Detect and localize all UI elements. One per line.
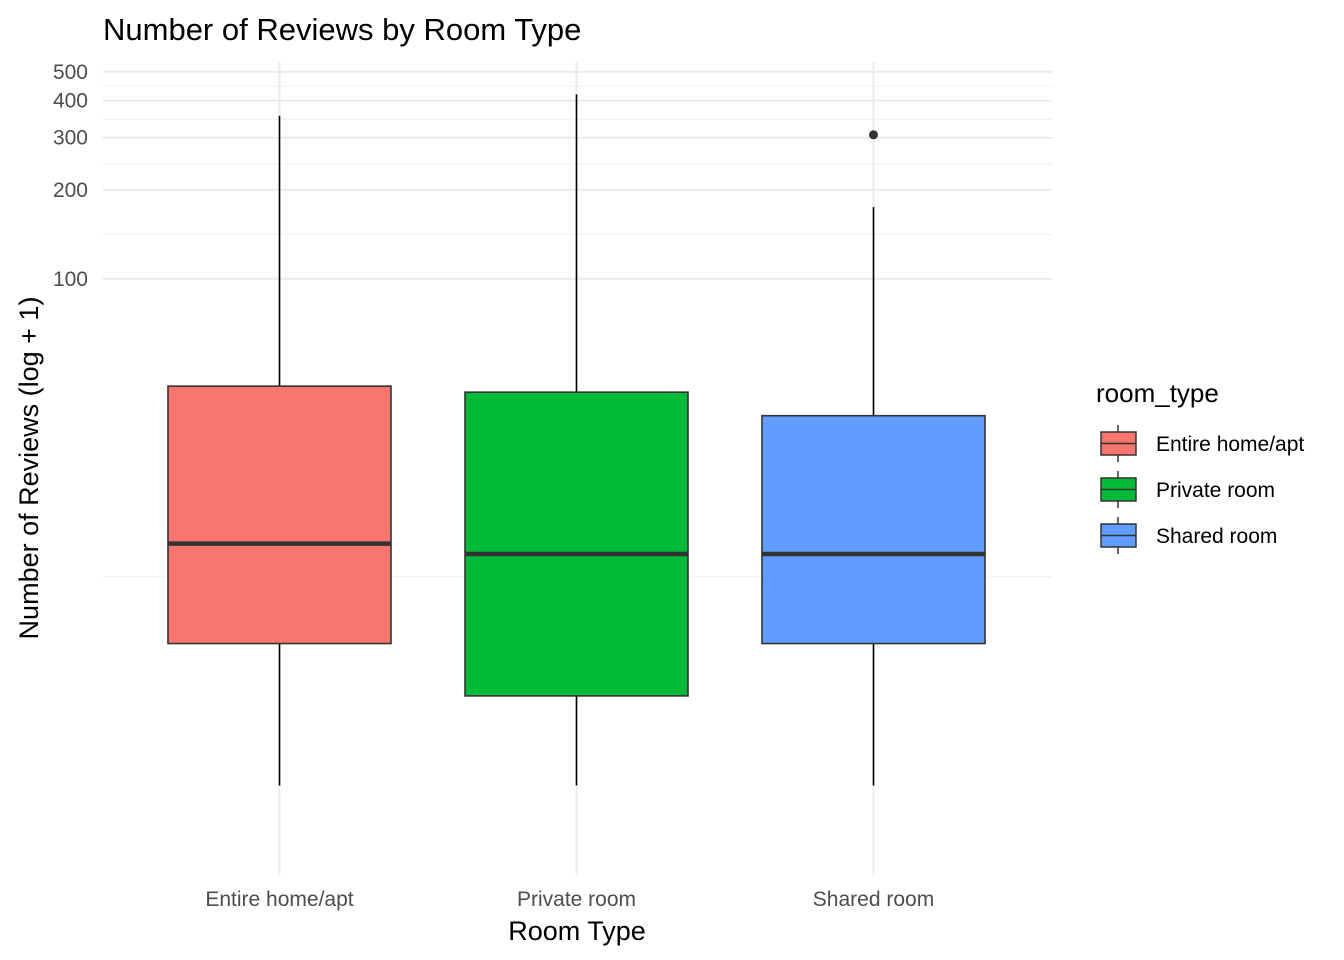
legend-key xyxy=(1100,471,1137,508)
box-iqr xyxy=(464,391,689,697)
legend-key xyxy=(1100,425,1137,462)
legend-label: Entire home/apt xyxy=(1156,433,1304,456)
legend-label: Private room xyxy=(1156,479,1275,502)
box-iqr xyxy=(167,385,392,645)
boxes xyxy=(167,94,986,786)
legend-key xyxy=(1100,517,1137,554)
y-tick-label: 300 xyxy=(53,127,88,150)
legend-title: room_type xyxy=(1096,378,1219,408)
box-1 xyxy=(167,115,392,786)
x-tick-label: Shared room xyxy=(813,888,934,911)
outlier-point xyxy=(869,130,878,140)
y-tick-label: 200 xyxy=(53,179,88,202)
x-axis-title: Room Type xyxy=(508,916,646,946)
y-axis-title: Number of Reviews (log + 1) xyxy=(14,297,44,640)
y-tick-label: 400 xyxy=(53,90,88,113)
x-tick-label: Private room xyxy=(517,888,636,911)
box-2 xyxy=(464,94,689,786)
x-tick-label: Entire home/apt xyxy=(205,888,353,911)
y-tick-label: 100 xyxy=(53,268,88,291)
x-axis-ticks: Entire home/apt Private room Shared room xyxy=(205,888,934,911)
box-iqr xyxy=(761,414,986,645)
chart-title: Number of Reviews by Room Type xyxy=(103,12,581,47)
box-3 xyxy=(761,130,986,786)
y-axis-ticks: 100 200 300 400 500 xyxy=(53,61,88,291)
legend: room_type Entire home/apt Private room Sha… xyxy=(1096,378,1304,554)
y-tick-label: 500 xyxy=(53,61,88,84)
legend-label: Shared room xyxy=(1156,525,1277,548)
